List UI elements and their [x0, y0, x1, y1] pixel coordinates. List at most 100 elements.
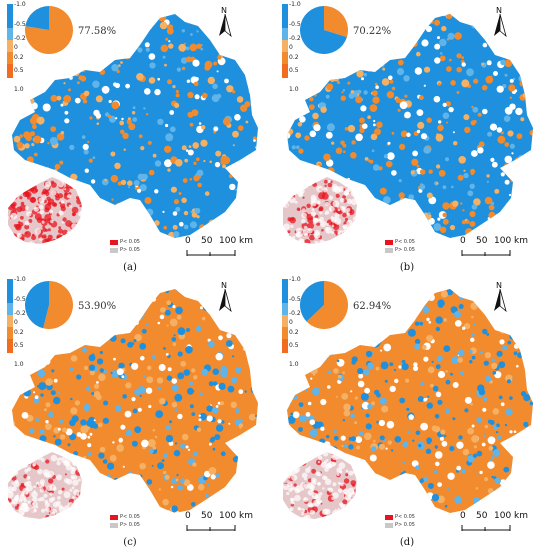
- legend-seg-strong-neg: [282, 279, 288, 291]
- sig-label: P< 0.05: [120, 514, 140, 520]
- legend-tick: -0.5: [14, 296, 26, 303]
- legend-tick: 0.2: [14, 54, 24, 61]
- scale-bar-line: [186, 250, 236, 256]
- sig-label: P< 0.05: [395, 239, 415, 245]
- legend-seg-strong-neg: [7, 279, 13, 291]
- legend-tick: 0.5: [14, 67, 24, 74]
- sig-label: P< 0.05: [120, 239, 140, 245]
- region-map: [283, 289, 533, 519]
- map-panel-c: -1.0 -0.5 -0.2 0 0.2 0.5 1.0 53.90% N P<…: [0, 275, 275, 550]
- legend-tick: -1.0: [14, 276, 26, 283]
- nonsig-label: P> 0.05: [120, 247, 140, 253]
- legend-seg-weak-neg: [7, 28, 13, 40]
- legend-tick: 0.5: [289, 67, 299, 74]
- scale-bar: 0 50 100 km: [460, 236, 540, 262]
- legend-seg-mid-neg: [7, 291, 13, 303]
- scale-label-100: 100 km: [219, 236, 254, 246]
- pie-slice-blue: [24, 281, 49, 329]
- color-legend: [7, 279, 13, 367]
- legend-tick: 0: [14, 44, 18, 51]
- pie-percent-label: 53.90%: [78, 301, 117, 312]
- scale-bar: 0 50 100 km: [185, 511, 265, 537]
- legend-seg-mid-neg: [282, 291, 288, 303]
- legend-tick: 0.5: [14, 342, 24, 349]
- legend-seg-mid-pos: [282, 52, 288, 64]
- nonsig-swatch: [110, 247, 118, 253]
- legend-seg-weak-pos: [7, 40, 13, 52]
- scale-label-0: 0: [185, 511, 191, 521]
- panel-label: (b): [399, 262, 415, 273]
- legend-seg-strong-pos: [282, 339, 288, 353]
- pie-slice-blue: [300, 281, 324, 322]
- scale-label-50: 50: [201, 511, 213, 521]
- legend-seg-mid-pos: [7, 327, 13, 339]
- north-arrow: N: [490, 281, 510, 313]
- north-arrow-icon: [494, 289, 507, 313]
- scale-label-100: 100 km: [219, 511, 254, 521]
- legend-seg-strong-pos: [7, 339, 13, 353]
- north-arrow-icon: [219, 289, 232, 313]
- north-arrow: N: [215, 281, 235, 313]
- legend-tick: -1.0: [289, 276, 301, 283]
- legend-seg-weak-neg: [282, 28, 288, 40]
- scale-label-50: 50: [201, 236, 213, 246]
- north-arrow-icon: [219, 14, 232, 38]
- legend-tick: 0: [289, 319, 293, 326]
- legend-tick: 0.5: [289, 342, 299, 349]
- legend-tick: -0.5: [14, 21, 26, 28]
- legend-tick: 0: [14, 319, 18, 326]
- nonsig-swatch: [385, 522, 393, 528]
- map-panel-a: -1.0 -0.5 -0.2 0 0.2 0.5 1.0 77.58% N P<…: [0, 0, 275, 275]
- color-legend: [7, 4, 13, 92]
- legend-tick: -1.0: [14, 1, 26, 8]
- study-area: [12, 289, 258, 513]
- scale-label-0: 0: [460, 236, 466, 246]
- north-arrow: N: [490, 6, 510, 38]
- scale-bar-line: [461, 525, 511, 531]
- legend-tick: 1.0: [14, 86, 24, 93]
- scale-bar-line: [186, 525, 236, 531]
- significance-legend: P< 0.05 P> 0.05: [110, 513, 140, 529]
- pie-chart: [24, 281, 73, 329]
- map-panel-d: -1.0 -0.5 -0.2 0 0.2 0.5 1.0 62.94% N P<…: [275, 275, 550, 550]
- scale-label-100: 100 km: [494, 511, 529, 521]
- color-legend: [282, 4, 288, 92]
- north-arrow-icon: [494, 14, 507, 38]
- nonsig-label: P> 0.05: [395, 247, 415, 253]
- legend-tick: -0.5: [289, 296, 301, 303]
- pie-slice-blue: [300, 6, 347, 54]
- region-map: [8, 14, 258, 244]
- sig-label: P< 0.05: [395, 514, 415, 520]
- north-label: N: [221, 6, 227, 15]
- legend-tick: 1.0: [289, 361, 299, 368]
- significance-legend: P< 0.05 P> 0.05: [385, 238, 415, 254]
- scale-bar: 0 50 100 km: [460, 511, 540, 537]
- scale-bar: 0 50 100 km: [185, 236, 265, 262]
- sig-swatch: [110, 239, 118, 245]
- north-label: N: [496, 6, 502, 15]
- pie-percent-label: 70.22%: [353, 26, 392, 37]
- legend-seg-weak-pos: [282, 40, 288, 52]
- legend-tick: 0.2: [14, 329, 24, 336]
- scale-label-0: 0: [185, 236, 191, 246]
- scale-label-0: 0: [460, 511, 466, 521]
- legend-tick: -0.2: [14, 310, 26, 317]
- scale-label-50: 50: [476, 511, 488, 521]
- legend-seg-strong-neg: [7, 4, 13, 16]
- map-panel-b: -1.0 -0.5 -0.2 0 0.2 0.5 1.0 70.22% N P<…: [275, 0, 550, 275]
- legend-seg-weak-pos: [282, 315, 288, 327]
- sig-swatch: [385, 514, 393, 520]
- legend-seg-strong-pos: [7, 64, 13, 78]
- legend-seg-mid-pos: [7, 52, 13, 64]
- significance-legend: P< 0.05 P> 0.05: [385, 513, 415, 529]
- scale-label-50: 50: [476, 236, 488, 246]
- significance-legend: P< 0.05 P> 0.05: [110, 238, 140, 254]
- nonsig-swatch: [110, 522, 118, 528]
- legend-tick: 1.0: [289, 86, 299, 93]
- panel-label: (d): [399, 537, 415, 548]
- legend-seg-strong-pos: [282, 64, 288, 78]
- legend-seg-strong-neg: [282, 4, 288, 16]
- nonsig-label: P> 0.05: [395, 522, 415, 528]
- nonsig-swatch: [385, 247, 393, 253]
- region-map: [8, 289, 258, 519]
